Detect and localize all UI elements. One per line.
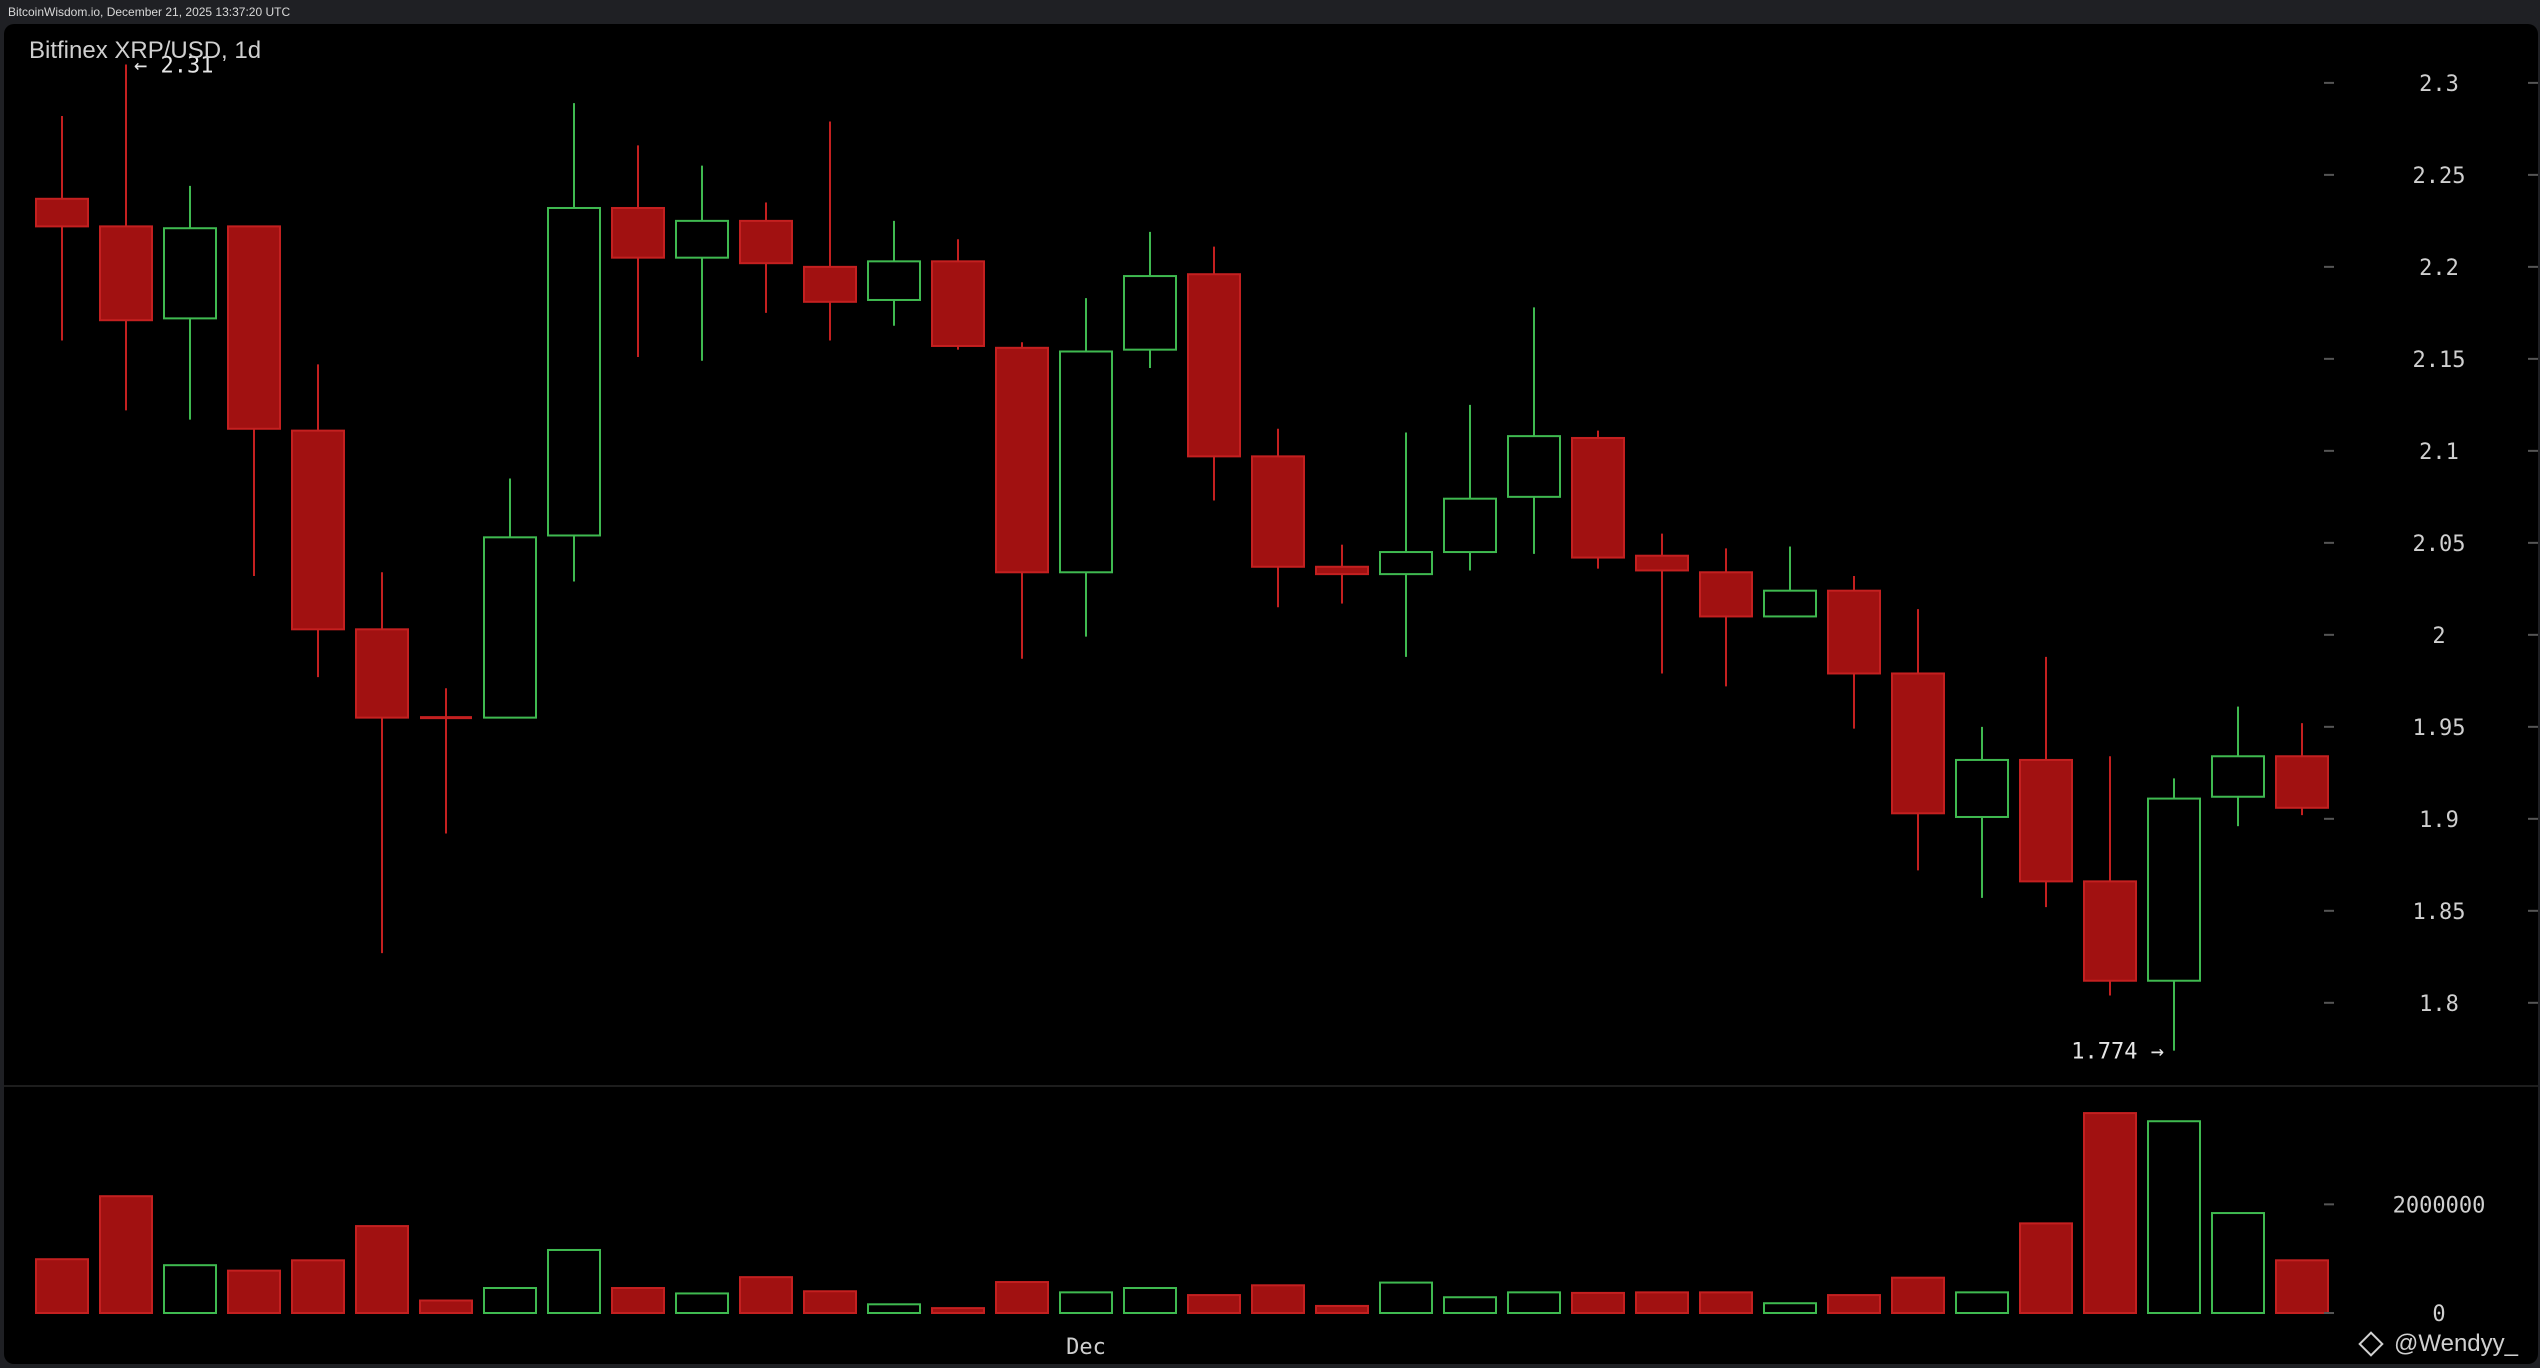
candle-body xyxy=(1635,554,1689,572)
candle-body xyxy=(99,225,153,322)
volume-bar xyxy=(803,1290,857,1314)
volume-bar xyxy=(1443,1296,1497,1315)
price-tick-label: 1.8 xyxy=(2419,992,2459,1017)
candle-body xyxy=(1123,275,1177,351)
volume-bar xyxy=(1315,1304,1369,1315)
candle-body xyxy=(1507,435,1561,498)
volume-bar xyxy=(1187,1294,1241,1315)
volume-bar xyxy=(99,1195,153,1315)
candle-body xyxy=(163,227,217,320)
extreme-price-annotation: ← 2.31 xyxy=(134,53,213,78)
price-tick-label: 1.9 xyxy=(2419,808,2459,833)
chart-title: Bitfinex XRP/USD, 1d xyxy=(29,37,262,64)
volume-bar xyxy=(995,1281,1049,1315)
volume-bar xyxy=(2147,1120,2201,1314)
source-line: BitcoinWisdom.io, December 21, 2025 13:3… xyxy=(8,5,291,19)
watermark-label: @Wendyy_ xyxy=(2394,1330,2518,1357)
volume-bar xyxy=(867,1303,921,1314)
price-tick-label: 2 xyxy=(2432,624,2445,649)
candle-body xyxy=(1379,551,1433,576)
x-tick-label: Dec xyxy=(1066,1335,1106,1360)
candle-body xyxy=(483,536,537,719)
volume-bar xyxy=(2275,1259,2329,1315)
price-tick-label: 2.1 xyxy=(2419,440,2459,465)
volume-bar xyxy=(739,1276,793,1315)
volume-bar xyxy=(1699,1291,1753,1315)
volume-bar xyxy=(419,1299,473,1314)
volume-bar xyxy=(931,1307,985,1315)
volume-bar xyxy=(1251,1284,1305,1314)
volume-bar xyxy=(1059,1291,1113,1315)
candle-body xyxy=(1315,565,1369,576)
price-tick-label: 1.85 xyxy=(2413,900,2466,925)
volume-bar xyxy=(163,1264,217,1314)
volume-bar xyxy=(483,1287,537,1315)
candle-body xyxy=(1827,589,1881,675)
price-tick-label: 2.25 xyxy=(2413,164,2466,189)
candle-body xyxy=(1059,350,1113,574)
candle-body xyxy=(2083,880,2137,982)
candle-body xyxy=(35,197,89,228)
volume-bar xyxy=(675,1292,729,1314)
candle-body xyxy=(291,429,345,631)
candle-body xyxy=(355,628,409,719)
candle-body xyxy=(1955,758,2009,818)
price-tick-label: 2.05 xyxy=(2413,532,2466,557)
price-tick-label: 2.3 xyxy=(2419,72,2459,97)
volume-bar xyxy=(1635,1291,1689,1315)
candle-body xyxy=(867,260,921,301)
price-tick-label: 2.2 xyxy=(2419,256,2459,281)
volume-bar xyxy=(547,1248,601,1314)
volume-tick-label: 0 xyxy=(2432,1302,2445,1327)
candle-body xyxy=(739,219,793,265)
candle-body xyxy=(2275,755,2329,809)
volume-bar xyxy=(2019,1222,2073,1314)
price-tick-label: 1.95 xyxy=(2413,716,2466,741)
volume-bar xyxy=(227,1269,281,1315)
volume-bar xyxy=(1827,1294,1881,1315)
watermark: @Wendyy_ xyxy=(2358,1330,2518,1358)
candle-body xyxy=(1891,672,1945,815)
binance-diamond-icon xyxy=(2358,1331,2384,1357)
chart-panel: 2.3 2.25 2.2 2.15 2.1 2.05 2 1.95 1.9 1.85 1.8 2000… xyxy=(4,24,2538,1364)
price-tick-label: 2.15 xyxy=(2413,348,2466,373)
volume-bar xyxy=(1507,1291,1561,1315)
volume-bar xyxy=(1891,1276,1945,1315)
volume-bar xyxy=(1123,1287,1177,1315)
volume-bar xyxy=(355,1225,409,1314)
volume-bar xyxy=(2083,1112,2137,1314)
volume-bar xyxy=(291,1259,345,1315)
candle-body xyxy=(1187,273,1241,458)
candle-body xyxy=(2147,797,2201,982)
volume-bar xyxy=(1379,1281,1433,1314)
candle-body xyxy=(675,219,729,259)
volume-bar xyxy=(1571,1291,1625,1315)
candle-body xyxy=(803,265,857,303)
candle-body xyxy=(2211,755,2265,798)
candle-body xyxy=(2019,758,2073,883)
extreme-price-annotation: 1.774 → xyxy=(2071,1040,2164,1065)
volume-tick-label: 2000000 xyxy=(2393,1193,2486,1218)
candle-body xyxy=(931,260,985,347)
candle-body xyxy=(227,225,281,430)
candle-body xyxy=(611,206,665,259)
volume-bar xyxy=(1955,1291,2009,1315)
volume-bar xyxy=(2211,1212,2265,1314)
volume-bar xyxy=(35,1258,89,1314)
volume-bar xyxy=(1763,1302,1817,1315)
candle-body xyxy=(1443,497,1497,554)
candle-body xyxy=(1699,571,1753,618)
candle-body xyxy=(1571,436,1625,559)
candle-body xyxy=(1763,589,1817,618)
candle-body xyxy=(995,346,1049,574)
chart-canvas: 2.3 2.25 2.2 2.15 2.1 2.05 2 1.95 1.9 1.85 1.8 2000… xyxy=(4,53,2538,1360)
volume-bar xyxy=(611,1287,665,1315)
candle-body xyxy=(1251,455,1305,568)
source-bar: BitcoinWisdom.io, December 21, 2025 13:3… xyxy=(0,0,2540,24)
candle-body xyxy=(547,206,601,537)
